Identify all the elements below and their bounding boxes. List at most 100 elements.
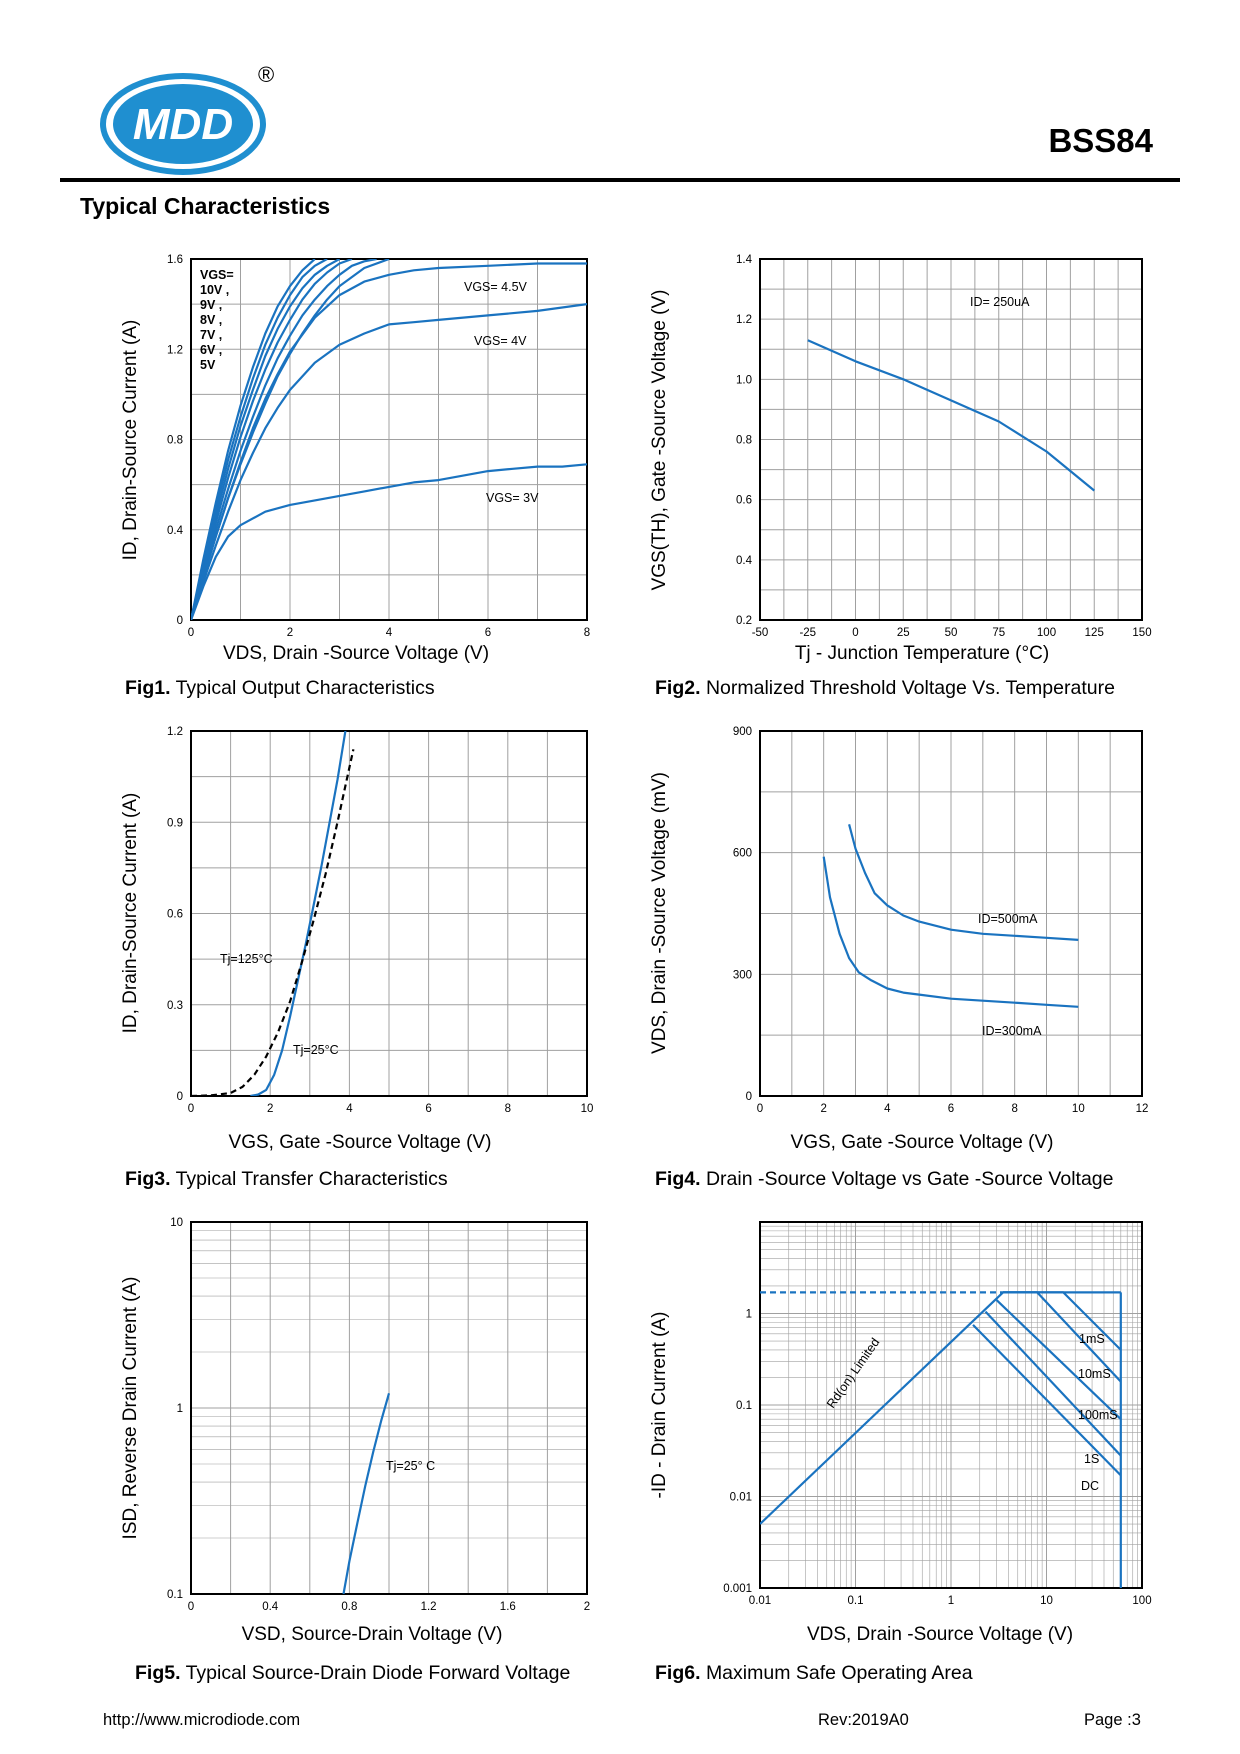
series-label: VGS= 3V bbox=[486, 491, 539, 505]
fig1-y-axis-title: ID, Drain-Source Current (A) bbox=[120, 320, 141, 561]
series-label: Tj=25°C bbox=[293, 1043, 339, 1057]
series-label: VGS= 4V bbox=[474, 334, 527, 348]
y-tick-label: 1.2 bbox=[736, 314, 752, 326]
series-line bbox=[848, 824, 1079, 941]
fig5-grid bbox=[190, 1222, 588, 1595]
fig4-frame bbox=[759, 730, 1143, 1097]
series-line bbox=[995, 1299, 1122, 1420]
x-tick-label: 4 bbox=[346, 1103, 353, 1115]
x-tick-label: 0 bbox=[852, 627, 858, 639]
x-tick-label: 1 bbox=[948, 1595, 954, 1607]
series-line bbox=[191, 463, 587, 620]
series-line bbox=[191, 262, 587, 620]
x-tick-label: 0 bbox=[188, 1601, 194, 1613]
y-tick-label: 1.2 bbox=[167, 344, 183, 356]
series-label: ID=300mA bbox=[982, 1024, 1042, 1038]
x-tick-label: 8 bbox=[505, 1103, 511, 1115]
x-tick-label: 10 bbox=[1072, 1103, 1085, 1115]
x-tick-label: 10 bbox=[581, 1103, 594, 1115]
series-line bbox=[191, 259, 353, 620]
fig2-x-axis-title: Tj - Junction Temperature (°C) bbox=[795, 643, 1049, 664]
series-label: VGS= bbox=[200, 268, 234, 282]
y-tick-label: 1.2 bbox=[167, 726, 183, 738]
series-line bbox=[822, 856, 1079, 1008]
fig3-frame bbox=[190, 730, 588, 1097]
x-tick-label: 0 bbox=[188, 1103, 194, 1115]
x-tick-label: 125 bbox=[1085, 627, 1104, 639]
y-tick-label: 1.4 bbox=[736, 254, 753, 266]
fig6-frame bbox=[759, 1221, 1143, 1589]
y-tick-label: 1.6 bbox=[167, 254, 183, 266]
x-tick-label: 0.01 bbox=[749, 1595, 771, 1607]
fig2-y-axis-title: VGS(TH), Gate -Source Voltage (V) bbox=[649, 290, 670, 591]
x-tick-label: 0 bbox=[757, 1103, 763, 1115]
series-label: 9V , bbox=[200, 298, 222, 312]
y-tick-label: 0 bbox=[177, 615, 183, 627]
fig6-x-axis-title: VDS, Drain -Source Voltage (V) bbox=[807, 1624, 1073, 1645]
y-tick-label: 0.1 bbox=[736, 1400, 752, 1412]
series-line bbox=[1003, 1291, 1122, 1383]
y-tick-label: 0.3 bbox=[167, 1000, 183, 1012]
x-tick-label: 75 bbox=[992, 627, 1005, 639]
fig5-y-axis-title: ISD, Reverse Drain Current (A) bbox=[120, 1277, 141, 1540]
x-tick-label: 0.4 bbox=[262, 1601, 279, 1613]
y-tick-label: 900 bbox=[733, 726, 752, 738]
x-tick-label: 50 bbox=[945, 627, 958, 639]
y-tick-label: 0 bbox=[177, 1091, 183, 1103]
footer-revision: Rev:2019A0 bbox=[818, 1711, 909, 1729]
fig3-caption: Fig3. Typical Transfer Characteristics bbox=[125, 1168, 448, 1190]
x-tick-label: 150 bbox=[1132, 627, 1151, 639]
series-line bbox=[191, 259, 341, 620]
fig5-series bbox=[342, 1392, 391, 1594]
fig2-frame bbox=[759, 258, 1143, 621]
y-tick-label: 1 bbox=[746, 1309, 752, 1321]
x-tick-label: 6 bbox=[425, 1103, 431, 1115]
series-label: 8V , bbox=[200, 313, 222, 327]
series-label: 1mS bbox=[1079, 1332, 1105, 1346]
y-tick-label: 600 bbox=[733, 848, 752, 860]
y-tick-label: 0.1 bbox=[167, 1589, 183, 1601]
series-label: 6V , bbox=[200, 343, 222, 357]
section-title: Typical Characteristics bbox=[80, 193, 331, 219]
series-line bbox=[342, 1392, 391, 1594]
fig5-x-axis-title: VSD, Source-Drain Voltage (V) bbox=[242, 1624, 503, 1645]
fig1-caption: Fig1. Typical Output Characteristics bbox=[125, 677, 435, 699]
x-tick-label: 12 bbox=[1136, 1103, 1149, 1115]
fig2-caption: Fig2. Normalized Threshold Voltage Vs. T… bbox=[655, 677, 1115, 699]
series-line bbox=[191, 749, 355, 1096]
mdd-logo: MDD ® bbox=[100, 62, 274, 175]
series-label: 5V bbox=[200, 358, 216, 372]
footer-page: Page :3 bbox=[1084, 1711, 1141, 1729]
x-tick-label: 25 bbox=[897, 627, 910, 639]
series-line bbox=[760, 1291, 1004, 1525]
x-tick-label: 1.6 bbox=[500, 1601, 516, 1613]
x-tick-label: 4 bbox=[386, 627, 393, 639]
series-line bbox=[250, 731, 347, 1096]
y-tick-label: 10 bbox=[170, 1217, 183, 1229]
footer-url[interactable]: http://www.microdiode.com bbox=[103, 1711, 301, 1729]
fig1-chart: 0 2 4 6 8 0 0.4 0.8 1.2 1.6 VDS, Drain -Source Vol… bbox=[120, 254, 590, 664]
series-line bbox=[191, 259, 377, 620]
fig1-series bbox=[191, 259, 587, 620]
y-tick-label: 0.6 bbox=[736, 495, 752, 507]
fig3-chart: 0 2 4 6 8 10 0 0.3 0.6 0.9 1.2 VGS, Gate -Source Vo… bbox=[120, 726, 593, 1153]
y-tick-label: 1 bbox=[177, 1403, 183, 1415]
x-tick-label: 4 bbox=[884, 1103, 891, 1115]
y-tick-label: 0.01 bbox=[730, 1492, 752, 1504]
y-tick-label: 0.6 bbox=[167, 909, 183, 921]
y-tick-label: 0.8 bbox=[167, 435, 183, 447]
fig5-chart: 0 0.4 0.8 1.2 1.6 2 0.1 1 10 VSD, Source-Drain Vo… bbox=[120, 1217, 590, 1645]
y-tick-label: 0.8 bbox=[736, 435, 752, 447]
fig6-grid bbox=[759, 1222, 1142, 1589]
x-tick-label: 0.1 bbox=[848, 1595, 864, 1607]
x-tick-label: 6 bbox=[948, 1103, 954, 1115]
fig4-chart: 0 2 4 6 8 10 12 0 300 600 900 VGS, Gate -Source Vol… bbox=[649, 726, 1148, 1153]
header-rule bbox=[60, 178, 1180, 182]
fig6-series bbox=[760, 1291, 1122, 1588]
x-tick-label: -50 bbox=[752, 627, 769, 639]
fig4-series bbox=[822, 824, 1079, 1008]
series-label: Tj=25° C bbox=[386, 1459, 435, 1473]
fig2-chart: -50 -25 0 25 50 75 100 125 150 0.2 0.4 0.6 0.8 1.0 1.2… bbox=[649, 254, 1152, 664]
